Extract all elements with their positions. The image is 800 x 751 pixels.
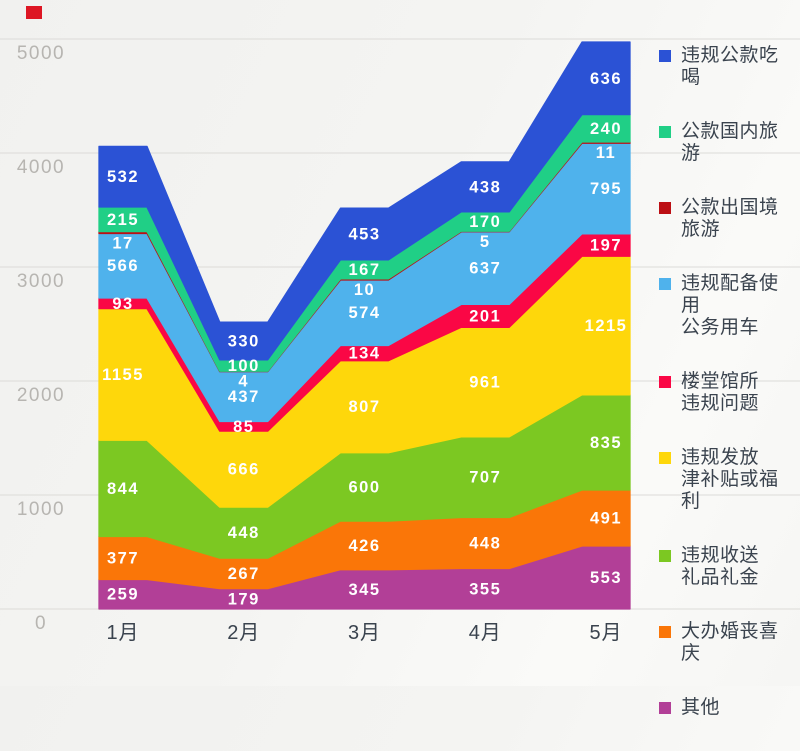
legend-item[interactable]: 大办婚丧喜庆 [659, 621, 797, 665]
corner-marker [26, 6, 42, 19]
legend-item[interactable]: 违规发放 津补贴或福利 [659, 447, 797, 513]
value-label: 85 [233, 418, 254, 436]
value-label: 448 [469, 534, 501, 552]
value-label: 240 [590, 120, 622, 138]
value-label: 1215 [585, 317, 628, 335]
value-label: 215 [107, 211, 139, 229]
value-label: 134 [348, 345, 380, 363]
value-label: 93 [112, 295, 133, 313]
legend-item[interactable]: 公款出国境 旅游 [659, 197, 797, 241]
value-label: 795 [590, 180, 622, 198]
value-label: 179 [228, 590, 260, 608]
legend-label: 大办婚丧喜庆 [681, 621, 779, 664]
legend-item[interactable]: 公款国内旅游 [659, 121, 797, 165]
legend-label: 违规公款吃喝 [681, 45, 779, 88]
legend-label: 违规收送 礼品礼金 [681, 545, 760, 588]
value-label: 17 [112, 234, 133, 252]
value-label: 491 [590, 509, 622, 527]
legend-swatch-icon [659, 126, 671, 138]
y-axis-tick-label: 0 [35, 613, 47, 634]
value-label: 438 [469, 178, 501, 196]
legend-swatch-icon [659, 376, 671, 388]
legend-swatch-icon [659, 550, 671, 562]
value-label: 259 [107, 586, 139, 604]
y-axis-tick-label: 4000 [17, 157, 65, 178]
x-axis-label: 2月 [227, 622, 260, 644]
value-label: 807 [348, 398, 380, 416]
legend-item[interactable]: 楼堂馆所 违规问题 [659, 371, 797, 415]
value-label: 532 [107, 168, 139, 186]
x-axis-label: 3月 [348, 622, 381, 644]
legend-label: 公款国内旅游 [681, 121, 779, 164]
legend-swatch-icon [659, 452, 671, 464]
value-label: 11 [596, 144, 616, 162]
legend-swatch-icon [659, 50, 671, 62]
value-label: 566 [107, 257, 139, 275]
value-label: 453 [348, 225, 380, 243]
chart-canvas: 0 1000 2000 3000 4000 5000 532 330 453 438 636 215 1… [0, 38, 800, 644]
area-series[interactable] [98, 41, 631, 361]
value-label: 5 [480, 233, 491, 251]
value-label: 600 [348, 478, 380, 496]
y-axis-tick-label: 1000 [17, 499, 65, 520]
legend-label: 违规发放 津补贴或福利 [681, 447, 779, 512]
value-label: 267 [228, 565, 260, 583]
y-axis-tick-label: 5000 [17, 43, 65, 64]
value-label: 170 [469, 213, 501, 231]
value-label: 844 [107, 480, 139, 498]
value-label: 4 [238, 373, 249, 391]
chart-legend: 违规公款吃喝 公款国内旅游 公款出国境 旅游违规配备使用 公务用车楼堂馆所 违规问题违规发… [659, 45, 797, 751]
legend-swatch-icon [659, 202, 671, 214]
value-label: 707 [469, 469, 501, 487]
value-label: 437 [228, 388, 260, 406]
value-label: 666 [228, 461, 260, 479]
value-label: 201 [469, 307, 501, 325]
y-axis-tick-label: 2000 [17, 385, 65, 406]
stacked-area-chart: 0 1000 2000 3000 4000 5000 532 330 453 438 636 215 1… [0, 6, 800, 718]
value-label: 355 [469, 580, 501, 598]
value-label: 835 [590, 434, 622, 452]
value-label: 167 [348, 261, 380, 279]
value-label: 330 [228, 332, 260, 350]
legend-swatch-icon [659, 278, 671, 290]
value-label: 574 [348, 304, 380, 322]
value-label: 1155 [102, 366, 144, 384]
legend-item[interactable]: 违规收送 礼品礼金 [659, 545, 797, 589]
value-label: 426 [348, 537, 380, 555]
legend-label: 其他 [681, 697, 721, 718]
value-label: 637 [469, 260, 501, 278]
x-axis-label: 4月 [469, 622, 502, 644]
value-label: 10 [354, 281, 375, 299]
legend-label: 楼堂馆所 违规问题 [681, 371, 760, 414]
value-label: 553 [590, 569, 622, 587]
value-label: 345 [348, 581, 380, 599]
legend-item[interactable]: 违规公款吃喝 [659, 45, 797, 89]
x-axis-label: 1月 [106, 622, 139, 644]
value-label: 636 [590, 70, 622, 88]
y-axis-tick-label: 3000 [17, 271, 65, 292]
legend-label: 公款出国境 旅游 [681, 197, 779, 240]
value-label: 377 [107, 549, 139, 567]
value-label: 197 [590, 237, 622, 255]
legend-item[interactable]: 其他 [659, 697, 797, 719]
value-label: 100 [228, 357, 260, 375]
legend-item[interactable]: 违规配备使用 公务用车 [659, 273, 797, 339]
legend-label: 违规配备使用 公务用车 [681, 273, 779, 338]
legend-swatch-icon [659, 626, 671, 638]
value-label: 961 [469, 374, 501, 392]
value-label: 448 [228, 524, 260, 542]
x-axis-label: 5月 [589, 622, 622, 644]
legend-swatch-icon [659, 702, 671, 714]
